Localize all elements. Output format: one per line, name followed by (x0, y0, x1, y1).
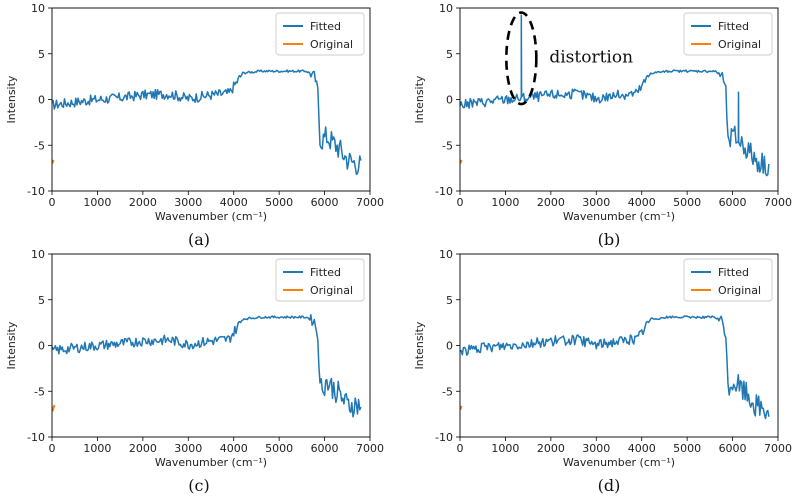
y-axis-label: Intensity (413, 75, 426, 123)
x-tick-label: 3000 (174, 442, 202, 455)
x-tick-label: 6000 (719, 442, 747, 455)
y-tick-label: -10 (27, 431, 45, 444)
x-tick-label: 5000 (265, 196, 293, 209)
series-fitted-line (51, 69, 362, 176)
y-axis-label: Intensity (5, 321, 18, 369)
x-tick-label: 4000 (220, 196, 248, 209)
y-tick-label: -5 (34, 139, 45, 152)
panel-caption: (c) (188, 476, 209, 495)
legend-label-original: Original (718, 284, 761, 297)
x-tick-label: 4000 (628, 196, 656, 209)
legend-label-fitted: Fitted (718, 266, 749, 279)
y-tick-label: 0 (38, 340, 45, 353)
x-tick-label: 1000 (83, 196, 111, 209)
y-tick-label: -10 (27, 185, 45, 198)
x-tick-label: 3000 (582, 196, 610, 209)
x-tick-label: 6000 (311, 442, 339, 455)
y-tick-label: -5 (34, 385, 45, 398)
panel-a: 0 1000 2000 3000 4000 5000 6000 7000 10 5 0 -5 -10 Wa… (5, 2, 384, 249)
series-fitted-line (459, 14, 770, 177)
y-tick-label: 10 (31, 2, 45, 15)
legend: Fitted Original (683, 12, 773, 56)
legend: Fitted Original (275, 12, 365, 56)
x-tick-label: 3000 (582, 442, 610, 455)
x-tick-label: 2000 (537, 196, 565, 209)
legend-label-original: Original (718, 38, 761, 51)
y-tick-label: -5 (442, 139, 453, 152)
panel-d: 0 1000 2000 3000 4000 5000 6000 7000 10 5 0 -5 -10 Wa… (413, 248, 792, 495)
x-tick-label: 1000 (491, 196, 519, 209)
x-tick-label: 6000 (719, 196, 747, 209)
y-tick-label: 0 (446, 340, 453, 353)
y-tick-label: 0 (38, 94, 45, 107)
x-tick-label: 0 (49, 442, 56, 455)
x-tick-label: 5000 (673, 196, 701, 209)
legend: Fitted Original (275, 258, 365, 302)
x-tick-label: 7000 (764, 196, 792, 209)
legend-label-fitted: Fitted (310, 20, 341, 33)
x-tick-label: 4000 (628, 442, 656, 455)
x-tick-label: 1000 (83, 442, 111, 455)
legend-label-original: Original (310, 284, 353, 297)
legend: Fitted Original (683, 258, 773, 302)
x-axis-label: Wavenumber (cm⁻¹) (155, 456, 267, 469)
panel-c: 0 1000 2000 3000 4000 5000 6000 7000 10 5 0 -5 -10 Wa… (5, 248, 384, 495)
panel-caption: (d) (598, 476, 621, 495)
y-tick-label: 10 (439, 2, 453, 15)
y-tick-label: -10 (435, 431, 453, 444)
x-tick-label: 4000 (220, 442, 248, 455)
y-tick-label: 5 (38, 294, 45, 307)
x-tick-label: 0 (457, 442, 464, 455)
x-tick-label: 7000 (356, 196, 384, 209)
x-tick-label: 2000 (129, 196, 157, 209)
series-fitted-line (459, 315, 770, 420)
x-tick-label: 0 (49, 196, 56, 209)
y-tick-label: 5 (446, 294, 453, 307)
series-original-line (459, 159, 463, 164)
x-tick-label: 6000 (311, 196, 339, 209)
series-original-line (51, 404, 56, 412)
y-tick-label: 5 (38, 48, 45, 61)
y-tick-label: -5 (442, 385, 453, 398)
y-tick-label: 0 (446, 94, 453, 107)
x-tick-label: 3000 (174, 196, 202, 209)
series-fitted-line (51, 314, 362, 418)
distortion-label: distortion (549, 48, 633, 68)
x-axis-label: Wavenumber (cm⁻¹) (563, 456, 675, 469)
legend-label-fitted: Fitted (310, 266, 341, 279)
x-tick-label: 7000 (356, 442, 384, 455)
panel-caption: (a) (188, 230, 210, 249)
legend-label-original: Original (310, 38, 353, 51)
x-tick-label: 5000 (673, 442, 701, 455)
x-tick-label: 2000 (537, 442, 565, 455)
distortion-ellipse (505, 11, 538, 106)
y-tick-label: -10 (435, 185, 453, 198)
panel-caption: (b) (598, 230, 621, 249)
y-tick-label: 10 (439, 248, 453, 261)
series-original-line (51, 159, 55, 164)
x-axis-label: Wavenumber (cm⁻¹) (155, 210, 267, 223)
legend-label-fitted: Fitted (718, 20, 749, 33)
x-tick-label: 2000 (129, 442, 157, 455)
x-tick-label: 0 (457, 196, 464, 209)
x-tick-label: 5000 (265, 442, 293, 455)
y-axis-label: Intensity (5, 75, 18, 123)
x-tick-label: 1000 (491, 442, 519, 455)
y-axis-label: Intensity (413, 321, 426, 369)
y-tick-label: 10 (31, 248, 45, 261)
x-tick-label: 7000 (764, 442, 792, 455)
series-original-line (459, 405, 463, 410)
panel-b: 0 1000 2000 3000 4000 5000 6000 7000 10 5 0 -5 -10 Wa… (413, 2, 792, 249)
y-tick-label: 5 (446, 48, 453, 61)
x-axis-label: Wavenumber (cm⁻¹) (563, 210, 675, 223)
